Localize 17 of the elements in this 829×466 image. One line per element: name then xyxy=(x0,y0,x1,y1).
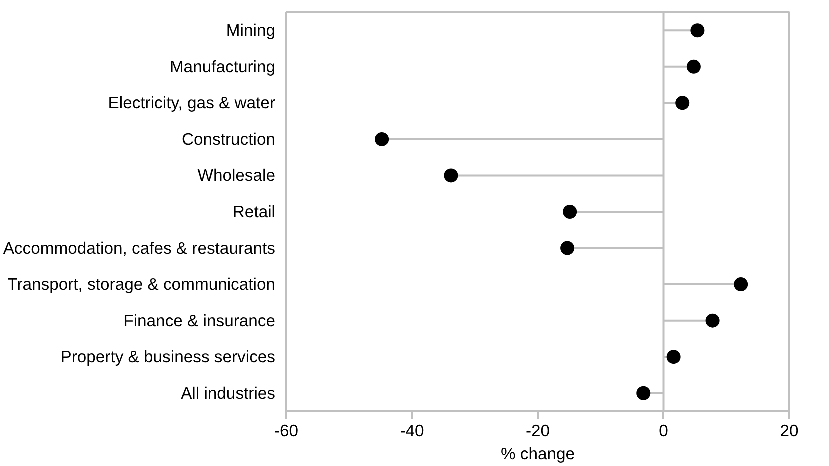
y-tick-label: Mining xyxy=(226,21,276,40)
y-tick-label: Wholesale xyxy=(198,166,276,186)
x-tick-label: -60 xyxy=(274,422,299,440)
y-tick-label: Property & business services xyxy=(60,348,276,367)
y-tick-label: Finance & insurance xyxy=(124,311,276,330)
x-tick-label: -40 xyxy=(400,422,424,440)
y-tick-label: Transport, storage & communication xyxy=(8,275,276,294)
y-tick-label: Retail xyxy=(232,202,276,222)
y-tick-label: Electricity, gas & water xyxy=(108,94,276,113)
x-axis-title: % change xyxy=(500,444,576,464)
x-tick-label: 0 xyxy=(659,422,668,440)
y-tick-label: Accommodation, cafes & restaurants xyxy=(3,238,276,258)
y-tick-label: All industries xyxy=(181,384,276,403)
x-tick-label: -20 xyxy=(526,422,550,440)
x-tick-label: 20 xyxy=(780,422,799,440)
y-tick-label: Construction xyxy=(182,130,276,149)
y-tick-label: Manufacturing xyxy=(170,57,276,76)
